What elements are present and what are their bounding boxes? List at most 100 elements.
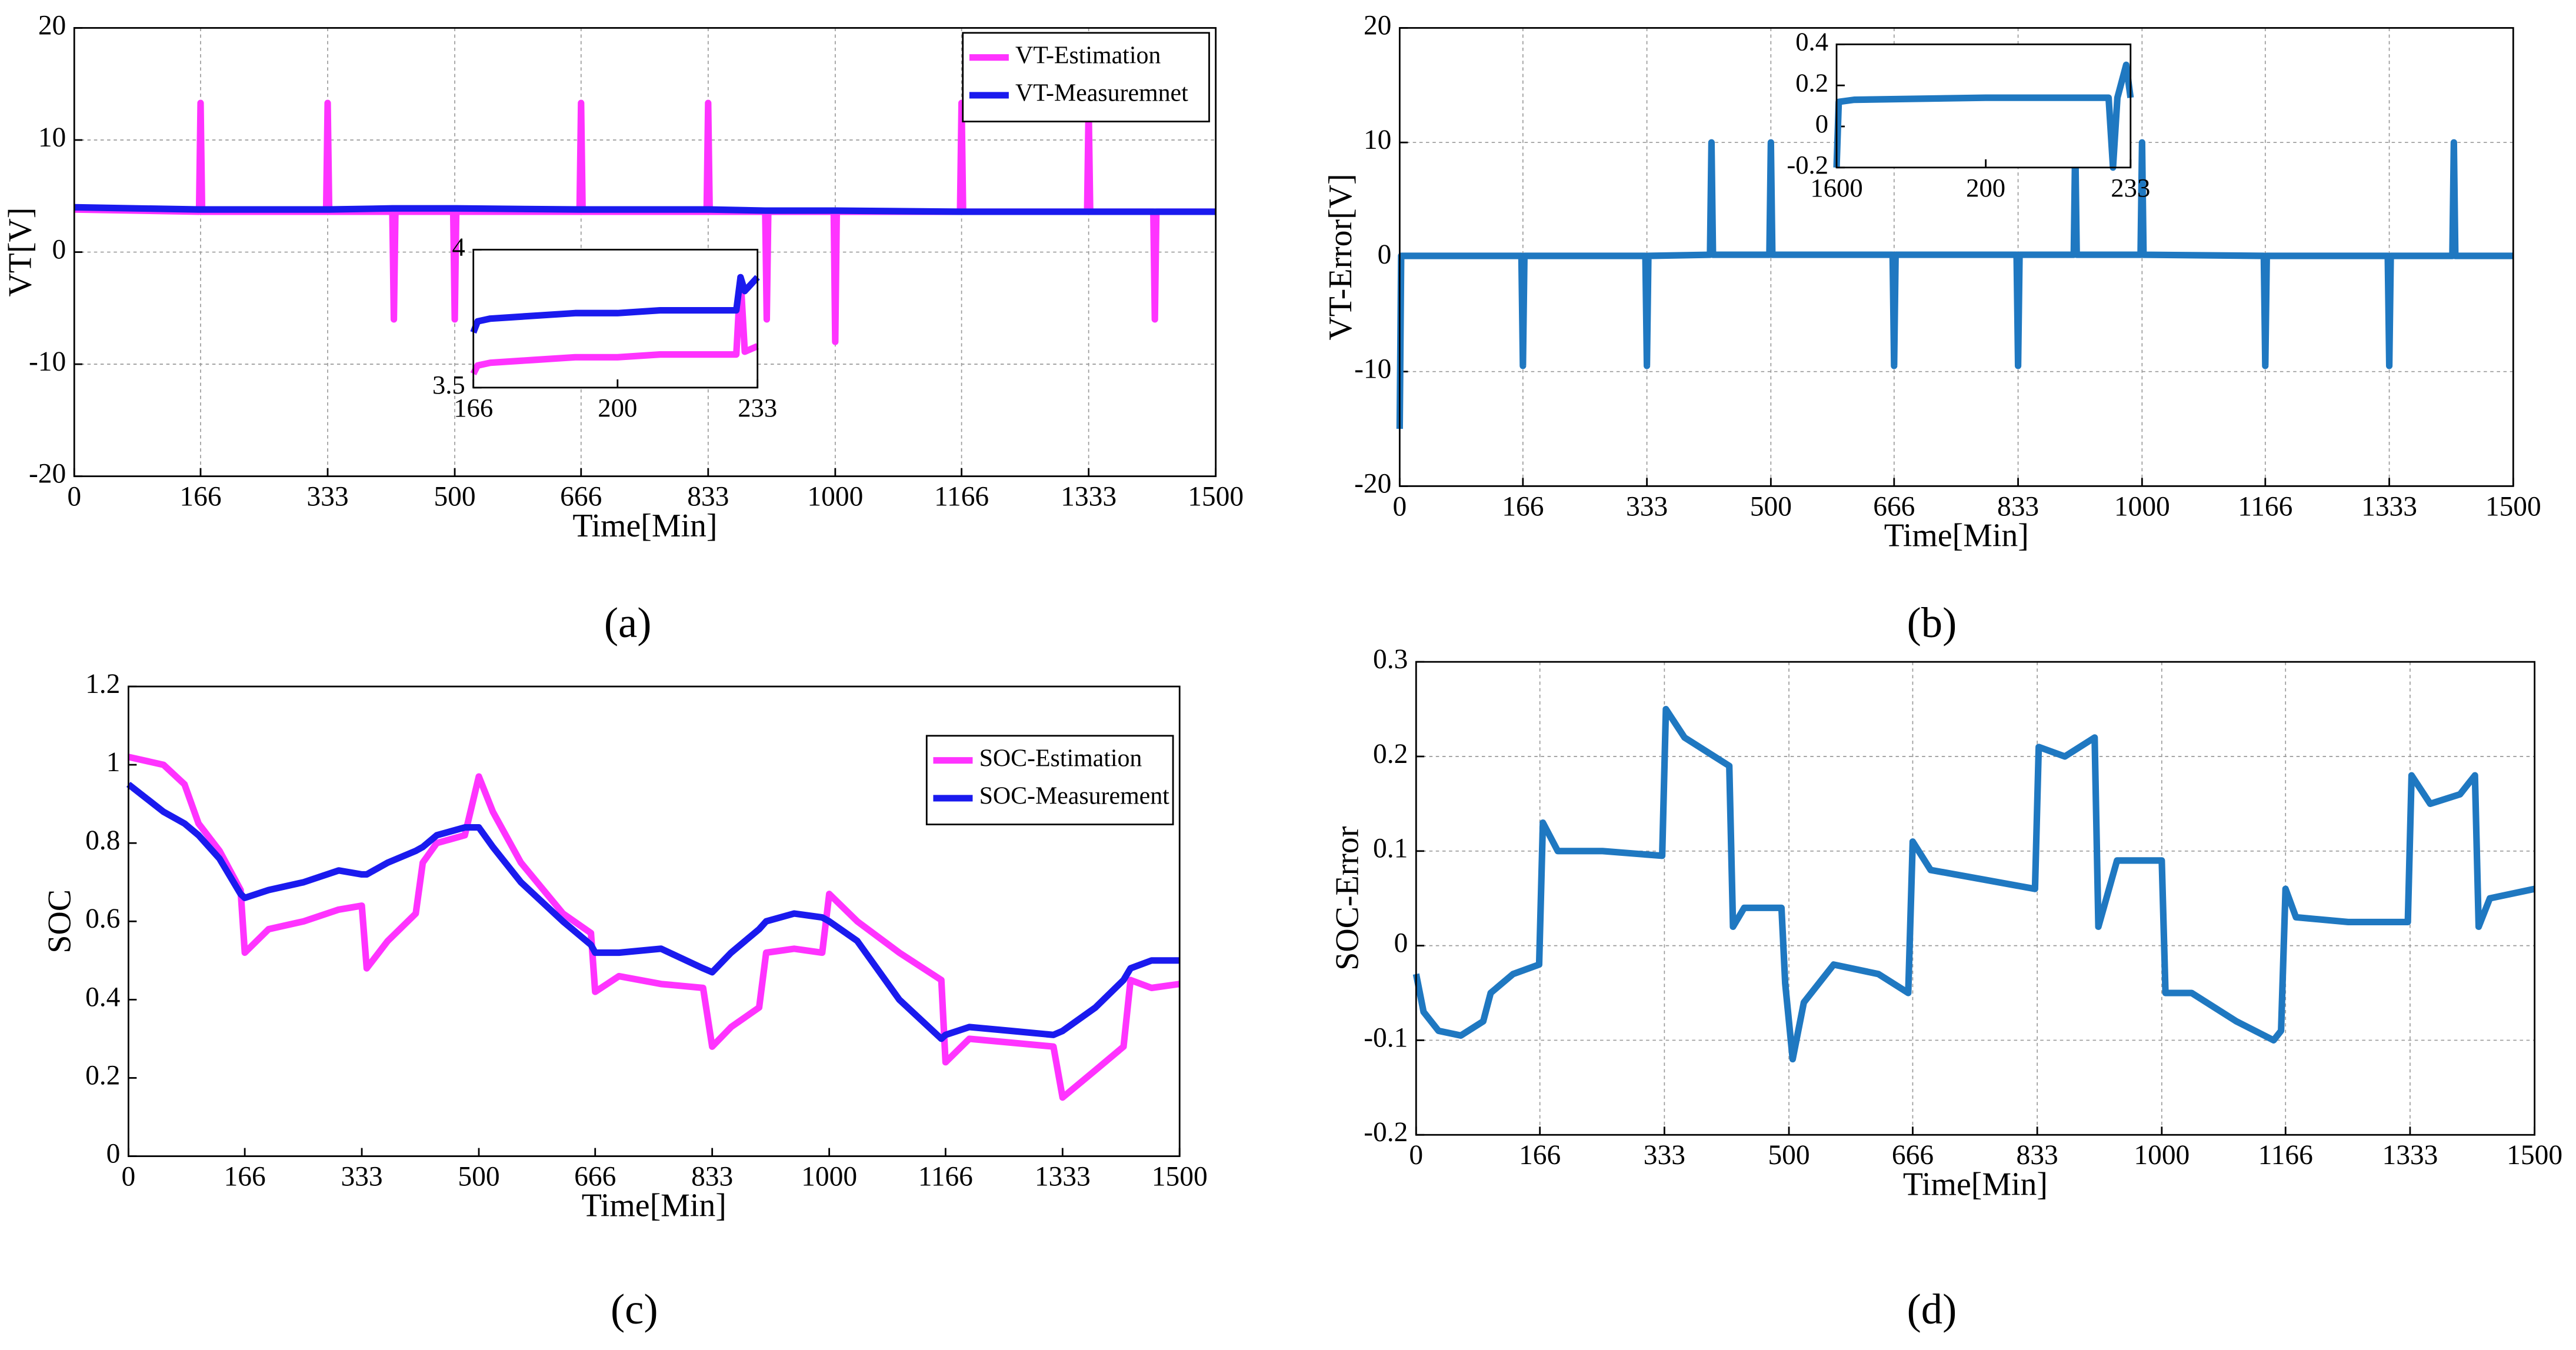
y-tick-label: 10 — [38, 122, 66, 153]
y-tick-label: -0.2 — [1787, 150, 1828, 179]
x-tick-label: 166 — [224, 1162, 266, 1192]
x-axis-label: Time[Min] — [1884, 518, 2029, 554]
y-tick-label: 0 — [1378, 239, 1392, 270]
plot-frame — [1835, 43, 2132, 169]
plot-frame — [1398, 27, 2514, 487]
plot-area — [1837, 44, 2131, 168]
x-tick-label: 500 — [458, 1162, 499, 1192]
legend-box — [962, 32, 1210, 123]
x-tick-label: 1600 — [1810, 173, 1862, 202]
y-tick-label: -0.1 — [1364, 1022, 1408, 1053]
y-tick-label: 1 — [106, 747, 121, 778]
x-tick-label: 0 — [1409, 1140, 1423, 1171]
x-tick-label: 333 — [1644, 1140, 1685, 1171]
x-tick-label: 166 — [179, 482, 221, 512]
x-tick-label: 666 — [1873, 491, 1915, 522]
y-tick-label: 0.2 — [1795, 68, 1828, 97]
y-tick-label: 0.1 — [1373, 834, 1408, 864]
x-tick-label: 1166 — [934, 482, 989, 512]
y-axis-label: VT-Error[V] — [1322, 174, 1359, 340]
series-line — [74, 99, 1216, 345]
x-tick-label: 333 — [341, 1162, 382, 1192]
y-axis-label: VT[V] — [2, 208, 38, 297]
x-tick-label: 200 — [1966, 173, 2005, 202]
y-tick-label: -20 — [29, 459, 66, 489]
x-tick-label: 666 — [574, 1162, 616, 1192]
x-tick-label: 166 — [454, 393, 493, 422]
y-tick-label: 0.6 — [85, 904, 120, 934]
x-tick-label: 833 — [1997, 491, 2039, 522]
x-tick-label: 666 — [1892, 1140, 1934, 1171]
x-tick-label: 1500 — [2507, 1140, 2562, 1171]
plot-frame — [472, 248, 759, 389]
legend-label: SOC-Measurement — [979, 783, 1170, 810]
x-tick-label: 1166 — [918, 1162, 973, 1192]
plot-frame — [73, 27, 1217, 478]
panel-label: (d) — [1907, 1285, 1957, 1333]
y-tick-label: -0.2 — [1364, 1117, 1408, 1148]
x-tick-label: 833 — [687, 482, 729, 512]
x-tick-label: 200 — [598, 393, 637, 422]
y-tick-label: 0 — [1394, 928, 1408, 959]
y-tick-label: 0.4 — [1795, 27, 1828, 56]
y-tick-label: 1.2 — [85, 669, 120, 699]
x-axis-label: Time[Min] — [582, 1188, 727, 1224]
legend-label: SOC-Estimation — [979, 745, 1142, 772]
series-line — [74, 204, 1216, 215]
series-line — [128, 754, 1181, 1101]
y-tick-label: 0.3 — [1373, 644, 1408, 675]
y-tick-label: 0 — [52, 234, 66, 265]
series-line — [126, 781, 1180, 1042]
x-tick-label: 1000 — [2134, 1140, 2190, 1171]
x-axis-label: Time[Min] — [572, 508, 717, 544]
x-tick-label: 1000 — [2114, 491, 2170, 522]
x-tick-label: 833 — [2017, 1140, 2058, 1171]
y-tick-label: 20 — [1364, 10, 1391, 41]
legend-label: VT-Estimation — [1015, 42, 1161, 69]
y-tick-label: -10 — [1354, 354, 1391, 385]
x-tick-label: 666 — [560, 482, 602, 512]
x-tick-label: 166 — [1502, 491, 1544, 522]
y-tick-label: 3.5 — [432, 370, 465, 399]
x-tick-label: 1000 — [801, 1162, 857, 1192]
x-tick-label: 233 — [2111, 173, 2150, 202]
panel-label: (c) — [611, 1285, 658, 1333]
x-tick-label: 1333 — [1061, 482, 1117, 512]
y-tick-label: 0.4 — [85, 982, 120, 1012]
legend-label: VT-Measuremnet — [1015, 80, 1188, 107]
y-tick-label: -20 — [1354, 468, 1391, 499]
x-axis-label: Time[Min] — [1903, 1166, 2048, 1202]
x-tick-label: 1166 — [2258, 1140, 2313, 1171]
x-tick-label: 500 — [1768, 1140, 1809, 1171]
x-tick-label: 233 — [738, 393, 777, 422]
x-tick-label: 1333 — [2361, 491, 2417, 522]
x-tick-label: 1333 — [2382, 1140, 2438, 1171]
y-tick-label: 0 — [1815, 109, 1828, 138]
plot-frame — [127, 685, 1181, 1157]
x-tick-label: 500 — [1750, 491, 1792, 522]
series-line — [470, 274, 760, 334]
panel-label: (b) — [1907, 599, 1957, 646]
legend-box — [925, 735, 1174, 825]
y-tick-label: 20 — [38, 10, 66, 41]
y-axis-label: SOC — [42, 889, 78, 954]
y-tick-label: 0.2 — [85, 1060, 120, 1091]
x-tick-label: 166 — [1519, 1140, 1561, 1171]
y-axis-label: SOC-Error — [1329, 826, 1365, 970]
plot-frame — [1415, 661, 2536, 1136]
x-tick-label: 1000 — [807, 482, 863, 512]
y-tick-label: 10 — [1364, 125, 1391, 155]
x-tick-label: 1166 — [2238, 491, 2292, 522]
x-tick-label: 1500 — [1188, 482, 1244, 512]
plot-area — [1416, 662, 2535, 1135]
series-line — [1412, 705, 2535, 1063]
y-tick-label: 0.2 — [1373, 739, 1408, 769]
x-tick-label: 0 — [122, 1162, 136, 1192]
x-tick-label: 333 — [306, 482, 348, 512]
panel-label: (a) — [604, 599, 652, 646]
x-tick-label: 333 — [1626, 491, 1668, 522]
y-tick-label: -10 — [29, 346, 66, 377]
x-tick-label: 0 — [1392, 491, 1407, 522]
y-tick-label: 4 — [452, 232, 465, 262]
